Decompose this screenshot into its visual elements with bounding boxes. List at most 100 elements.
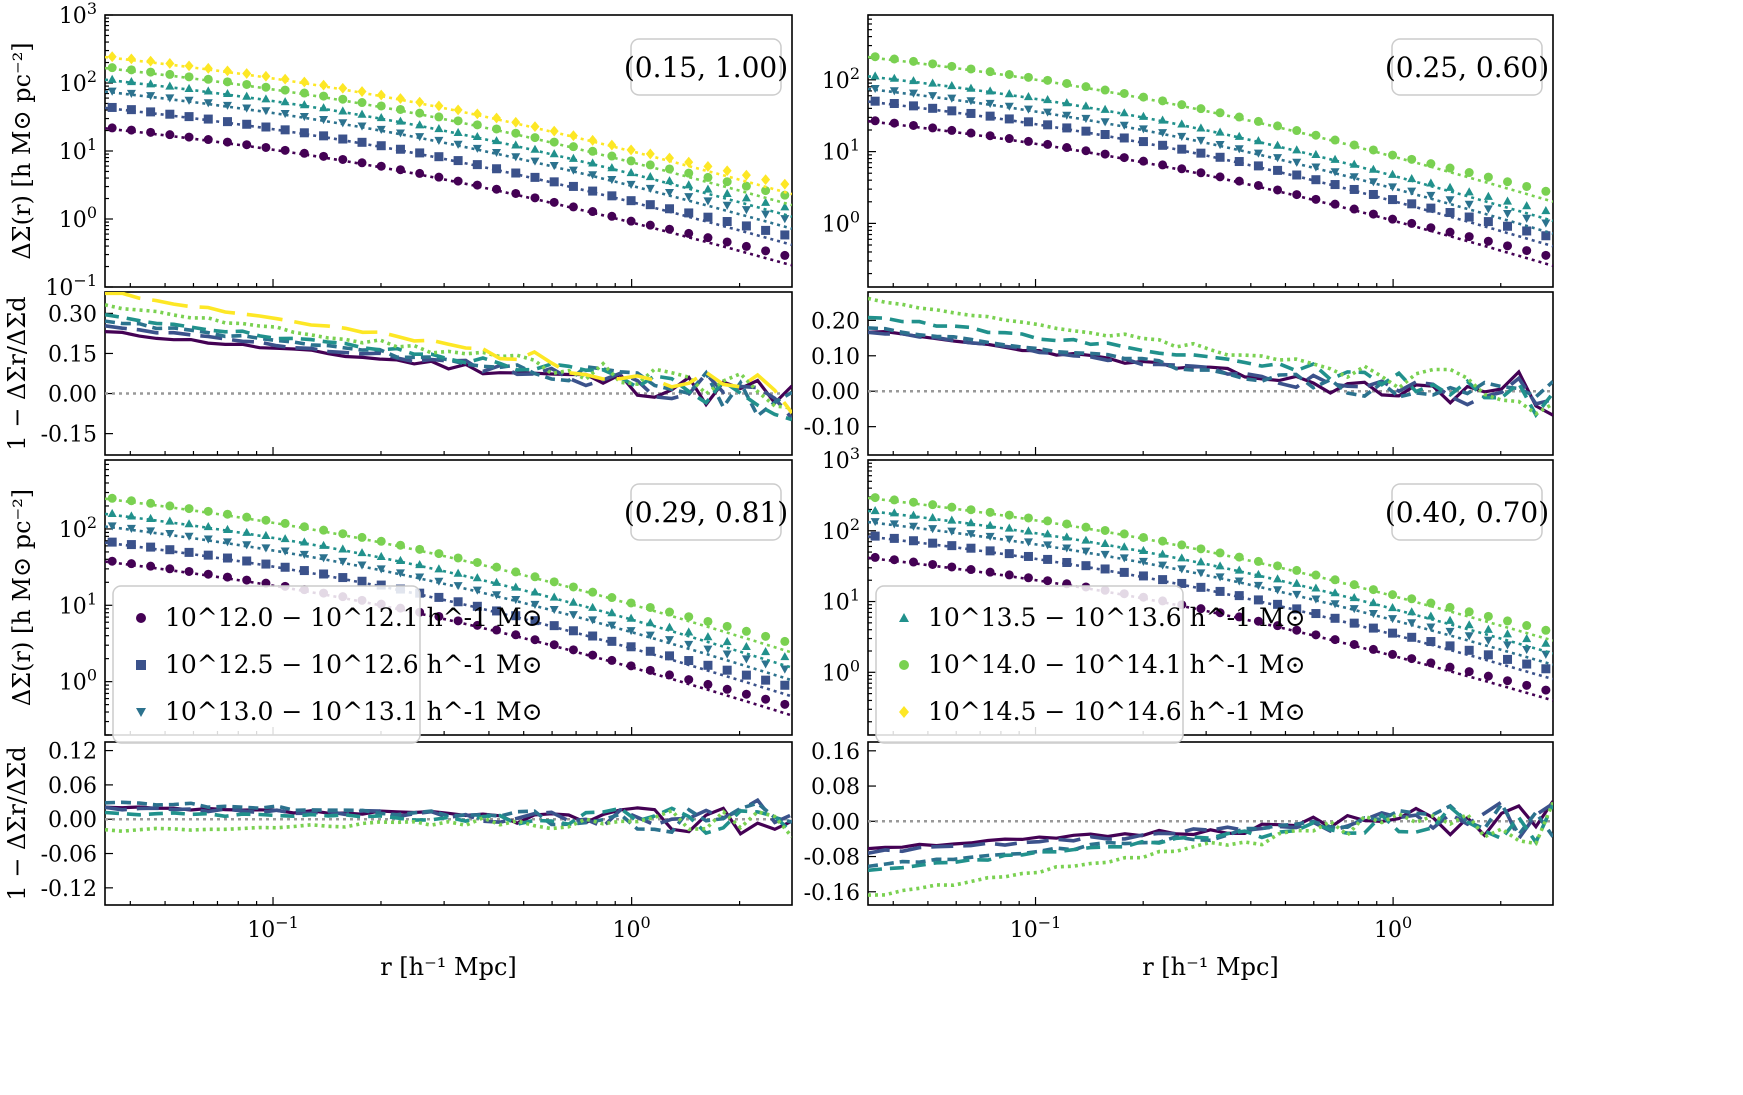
data-point [1483, 205, 1493, 214]
data-point [780, 680, 790, 690]
data-point [870, 531, 880, 541]
data-point [107, 87, 117, 96]
data-point [1273, 185, 1283, 195]
annotation-box [1391, 483, 1543, 541]
axes-frame [104, 459, 793, 736]
data-point [299, 550, 309, 559]
y-tick-label: -0.12 [41, 877, 97, 902]
data-point [376, 89, 386, 101]
data-point [338, 94, 348, 104]
data-point [908, 76, 918, 85]
data-point [203, 62, 213, 74]
y-tick-label: 0.00 [811, 810, 860, 835]
data-point [665, 224, 675, 234]
data-point [1426, 658, 1436, 668]
data-point [415, 120, 425, 129]
panel-annotation: (0.29, 0.81) [624, 496, 788, 529]
data-point [1004, 510, 1014, 520]
data-point [889, 508, 899, 517]
series-line-m14.0 [105, 303, 792, 410]
legend-entry-m13.5: 10^13.5 − 10^13.6 h^-1 M⊙ [928, 603, 1306, 632]
data-point [395, 540, 405, 550]
data-point [1522, 621, 1532, 631]
data-point [357, 98, 367, 108]
data-point [242, 68, 252, 79]
data-point [261, 82, 271, 92]
data-point [472, 108, 482, 120]
data-point [261, 122, 271, 132]
data-point [453, 582, 463, 591]
data-point [607, 621, 617, 630]
data-point [1407, 218, 1417, 228]
data-point [338, 529, 348, 539]
data-point [1407, 154, 1417, 164]
data-point [1330, 575, 1340, 585]
data-point [434, 564, 444, 573]
data-point [1503, 210, 1513, 219]
data-point [684, 156, 694, 168]
data-point [299, 148, 309, 158]
data-point [1273, 586, 1283, 595]
data-point [453, 156, 463, 166]
data-point [126, 125, 136, 135]
data-point [376, 113, 386, 122]
data-point [1158, 549, 1168, 558]
data-point [453, 127, 463, 137]
panel-annotation: (0.15, 1.00) [624, 51, 788, 84]
data-point [741, 181, 751, 191]
data-point [1445, 627, 1455, 636]
data-point [722, 188, 732, 197]
data-point [870, 84, 880, 94]
data-point [1196, 104, 1206, 114]
series-line-m12.0 [105, 127, 792, 267]
axes-frame [104, 291, 793, 456]
data-point [889, 555, 899, 565]
data-point [947, 527, 957, 536]
y-tick-label: 0.12 [48, 740, 97, 765]
data-point [1522, 246, 1532, 256]
data-point [722, 665, 732, 675]
data-point [1311, 194, 1321, 204]
data-point [222, 524, 232, 533]
data-point [1464, 620, 1474, 629]
x-tick-label: 100 [613, 913, 651, 944]
data-point [966, 505, 976, 515]
data-point [588, 146, 598, 156]
data-point [908, 497, 918, 507]
panel-bottom-left-ratio: 0.12 0.06 0.00 -0.06 -0.12 1 − ΔΣr/ΔΣd 10−1 100… [3, 740, 793, 981]
data-point [1023, 551, 1033, 561]
data-point [395, 104, 405, 114]
data-point [1043, 554, 1053, 564]
y-tick-label: 100 [59, 665, 97, 696]
data-point [947, 515, 957, 524]
data-point [568, 597, 578, 606]
data-point [395, 116, 405, 125]
data-point [889, 73, 899, 82]
legend-entry-m14.0: 10^14.0 − 10^14.1 h^-1 M⊙ [928, 650, 1306, 679]
data-point [1004, 549, 1014, 559]
data-point [1522, 214, 1532, 223]
data-point [280, 110, 290, 119]
data-point [280, 125, 290, 135]
series-line-m13.0 [105, 90, 792, 230]
data-point [985, 67, 995, 77]
data-point [1330, 180, 1340, 190]
data-point [1023, 526, 1033, 535]
data-point [1388, 649, 1398, 659]
data-point [722, 636, 732, 646]
data-point [376, 536, 386, 546]
data-point [492, 112, 502, 124]
data-point [453, 140, 463, 149]
data-point [966, 97, 976, 106]
data-point [1541, 231, 1551, 241]
data-point [1215, 152, 1225, 162]
data-point [1253, 581, 1263, 590]
annotation-box [630, 38, 782, 96]
data-point [511, 567, 521, 577]
data-point [1522, 201, 1532, 210]
data-point [242, 140, 252, 150]
data-point [1253, 569, 1263, 578]
data-point [1541, 685, 1551, 695]
data-point [899, 706, 909, 718]
data-point [222, 65, 232, 77]
